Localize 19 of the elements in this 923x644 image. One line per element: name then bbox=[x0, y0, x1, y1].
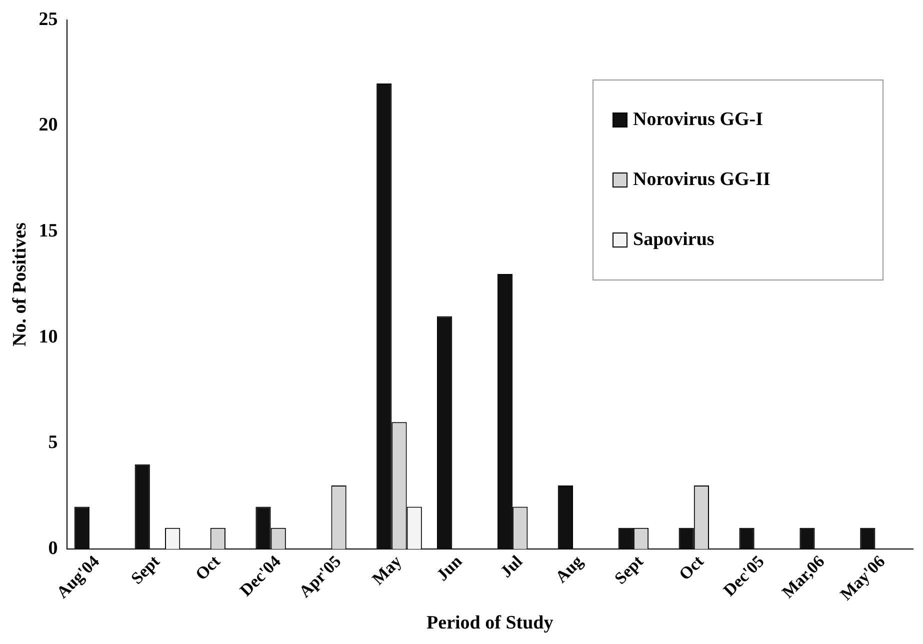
legend-label: Norovirus GG-I bbox=[633, 108, 764, 130]
y-tick-label: 15 bbox=[38, 220, 58, 242]
legend-label: Norovirus GG-II bbox=[633, 168, 770, 190]
x-tick-label: Sept bbox=[127, 552, 164, 588]
legend-label: Sapovirus bbox=[633, 228, 714, 250]
y-tick-label: 0 bbox=[48, 538, 58, 559]
x-tick-label: Sept bbox=[610, 552, 648, 588]
y-tick-label: 25 bbox=[38, 8, 58, 30]
y-axis-title: No. of Positives bbox=[9, 222, 30, 347]
y-tick-label: 20 bbox=[38, 114, 58, 136]
x-tick-label: Oct bbox=[192, 552, 224, 584]
x-tick-label: Jul bbox=[496, 552, 526, 582]
x-tick-label: Aug bbox=[552, 551, 587, 587]
y-tick-label: 10 bbox=[38, 326, 58, 348]
y-tick-label: 5 bbox=[48, 432, 58, 454]
x-tick-label: Jun bbox=[432, 551, 466, 585]
x-tick-label: Oct bbox=[675, 552, 708, 584]
x-axis-title: Period of Study bbox=[426, 612, 554, 634]
x-tick-label: May bbox=[368, 551, 406, 589]
